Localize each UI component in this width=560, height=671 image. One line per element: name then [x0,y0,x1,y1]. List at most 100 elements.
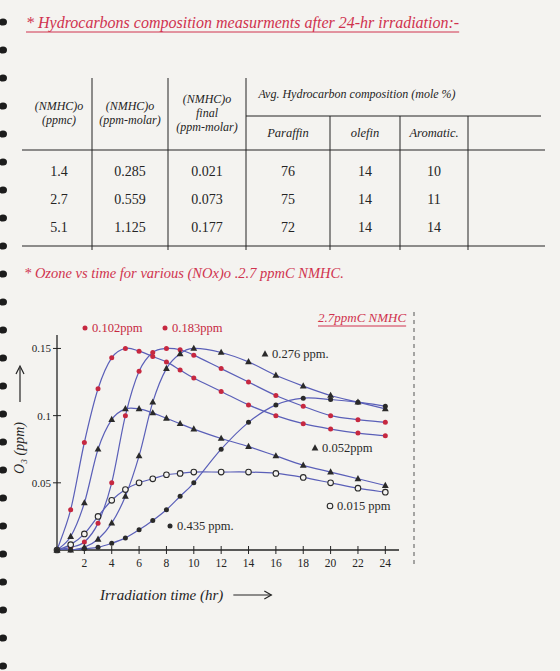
binder-hole [0,523,7,530]
series-line [57,348,385,550]
column-header: (NMHC)ofinal(ppm-molar) [176,92,237,134]
table-cell: 0.073 [191,192,223,207]
axis-arrow [233,594,271,595]
y-tick [53,482,61,483]
data-point [55,548,60,553]
data-point [383,489,389,495]
group-header: Avg. Hydrocarbon composition (mole %) [257,87,455,101]
series-label: 0.015 ppm [337,499,391,513]
series-label: 0.052ppm [322,441,373,455]
plot-lines [57,348,385,550]
data-point [150,518,155,523]
data-point [219,389,224,394]
data-point [300,382,307,388]
x-tick [248,546,249,554]
x-axis [57,549,399,550]
series-label: 0.102ppm [92,321,143,335]
data-point [191,469,197,475]
data-point [137,349,142,354]
data-point [327,468,334,474]
data-point [82,531,88,537]
label-marker [327,503,333,509]
data-point [245,443,252,449]
rule [22,149,545,150]
data-point [301,396,306,401]
y-tick [53,348,61,349]
text-line: (NMHC)o [106,99,155,113]
table-cell: 14 [358,164,372,179]
data-point [218,349,225,355]
data-point [178,494,183,499]
column-rule [246,78,247,250]
binder-hole [0,187,7,194]
x-tick [385,546,386,554]
annotation-underline [318,326,406,327]
data-point [327,392,334,398]
data-point [164,346,169,351]
y-axis-title: O₃ (ppm) [12,422,28,474]
binder-hole [0,467,7,474]
table-cell: 76 [281,164,295,179]
data-point [178,367,183,372]
data-point [123,535,128,540]
column-header: (NMHC)o(ppmc) [35,99,84,127]
binder-hole [0,243,7,250]
data-point [136,480,142,486]
text-line: * Ozone vs time for various (NOx)o .2.7 … [24,265,344,282]
data-point [301,404,306,409]
x-tick-label: 14 [243,557,255,569]
text-line: (ppmc) [42,113,76,127]
x-tick [166,546,167,554]
column-rule [92,78,93,250]
data-point [150,476,156,482]
margin-line [414,312,415,565]
data-point [96,386,101,391]
binder-hole [0,131,7,138]
rule [22,245,545,246]
data-point [246,402,251,407]
x-tick-label: 2 [81,557,87,569]
heading-underline [26,32,459,33]
series-label: 0.183ppm [172,321,223,335]
data-point [218,469,224,475]
data-point [54,547,60,553]
text-line: (ppm-molar) [176,120,237,134]
x-axis-title: Irradiation time (hr) [99,587,223,604]
data-point [190,345,197,351]
binder-hole [0,663,7,670]
data-point [82,546,87,551]
column-rule [400,116,401,250]
data-point [109,497,115,503]
rule [246,116,541,117]
column-header: (NMHC)o(ppm-molar) [99,99,160,127]
y-tick-label: 0.15 [32,342,52,354]
data-point [96,545,101,550]
data-point [246,420,251,425]
data-point [273,393,278,398]
data-point [383,404,388,409]
label-marker [168,524,173,529]
x-tick-label: 4 [109,557,115,569]
data-point [382,482,389,488]
data-point [109,541,114,546]
text-line: final [196,106,219,120]
data-point [272,372,279,378]
data-point [273,471,279,477]
series-label: 0.276 ppm. [272,347,329,361]
data-point [355,398,362,404]
data-point [163,415,170,421]
y-axis [56,335,57,550]
x-tick-label: 8 [164,557,170,569]
series-line [57,348,385,550]
data-point [95,535,102,541]
x-tick-label: 12 [215,557,227,569]
data-point [219,366,224,371]
y-tick-label: 0.05 [32,477,52,489]
heading: * Hydrocarbons composition measurments a… [26,14,459,32]
binder-hole [0,103,7,110]
data-point [163,365,170,371]
x-tick-label: 20 [325,557,337,569]
binder-hole [0,607,7,614]
table-cell: 72 [281,220,295,235]
text-line: (ppm-molar) [99,113,160,127]
